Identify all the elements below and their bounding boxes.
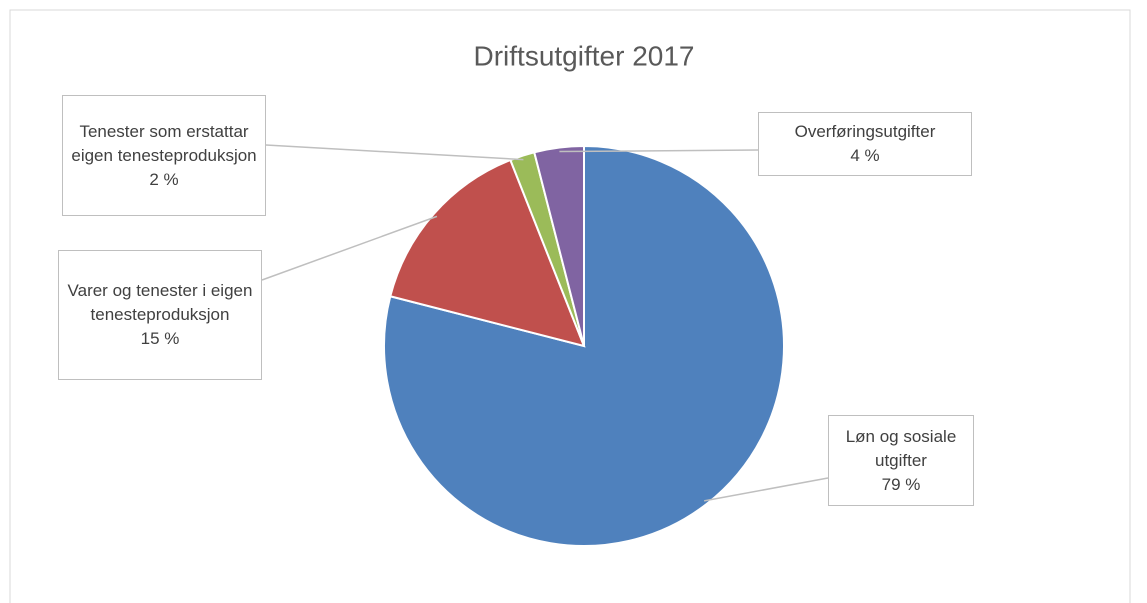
- label-value: 2 %: [149, 169, 179, 189]
- data-label: Løn og sosiale utgifter 79 %: [828, 415, 974, 506]
- chart-frame: [9, 9, 1131, 603]
- label-category: Overføringsutgifter: [794, 122, 936, 141]
- label-category: Varer og tenester i eigen tenesteproduks…: [67, 281, 253, 324]
- label-value: 15 %: [140, 329, 180, 348]
- leader-line: [703, 477, 829, 502]
- pie-slice: [533, 144, 585, 347]
- label-value: 79 %: [881, 474, 921, 494]
- leader-line: [265, 144, 524, 161]
- label-value: 4 %: [850, 146, 880, 165]
- pie-slice: [389, 158, 586, 348]
- leader-line: [261, 215, 438, 281]
- data-label: Tenester som erstattar eigen tenesteprod…: [62, 95, 266, 216]
- data-label: Overføringsutgifter 4 %: [758, 112, 972, 176]
- label-category: Løn og sosiale utgifter: [845, 426, 957, 470]
- leader-line: [559, 149, 759, 153]
- label-category: Tenester som erstattar eigen tenesteprod…: [71, 121, 257, 165]
- chart-title: Driftsutgifter 2017: [474, 40, 695, 71]
- data-label: Varer og tenester i eigen tenesteproduks…: [58, 250, 262, 380]
